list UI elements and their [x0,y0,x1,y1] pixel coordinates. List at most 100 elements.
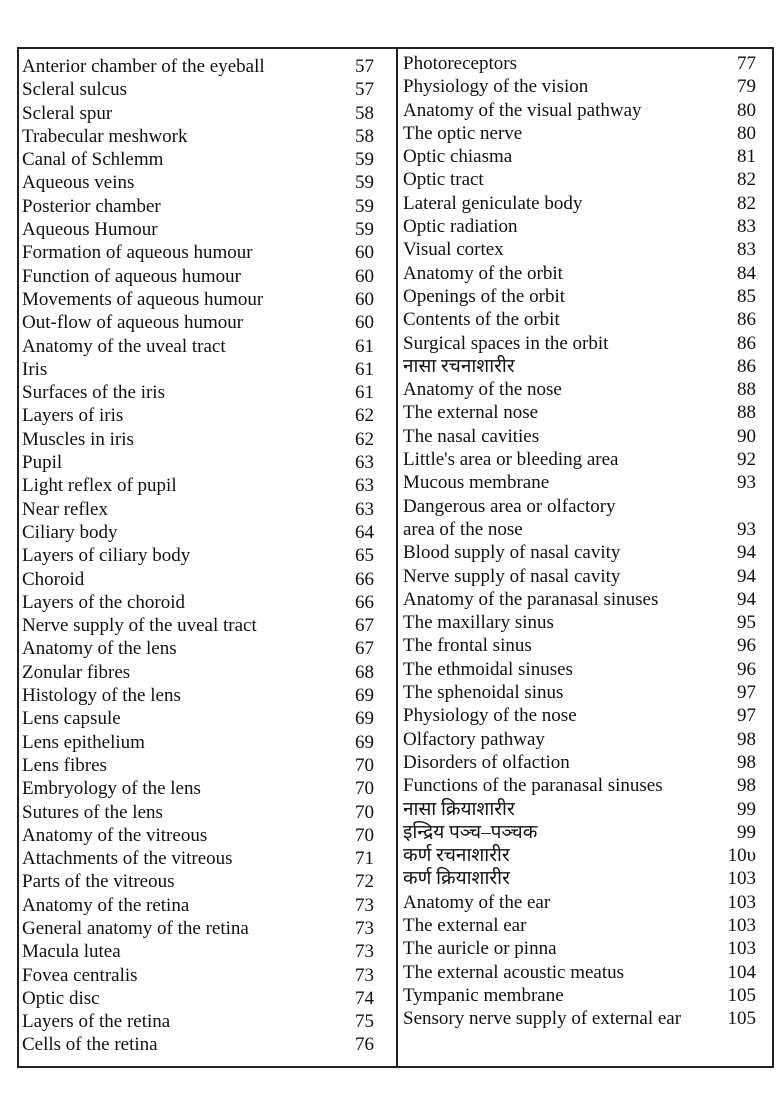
toc-entry-title: Disorders of olfaction [403,751,570,773]
toc-entry: Macula lutea 73 [22,940,374,963]
toc-entry: Cells of the retina 76 [22,1033,374,1056]
toc-entry-title: Layers of the choroid [22,591,186,613]
toc-entry-title: Anatomy of the nose [403,379,562,401]
toc-entry-page: 82 [737,192,756,214]
toc-entry-page: 98 [737,751,756,773]
toc-entry-title: Nerve supply of the uveal tract [22,615,257,637]
toc-entry: Posterior chamber 59 [22,195,374,218]
toc-entry-page: 94 [737,565,756,587]
toc-entry-page: 94 [737,542,756,564]
toc-entry: Sensory nerve supply of external ear 105 [403,1007,756,1030]
toc-entry-page: 105 [727,984,757,1006]
toc-entry: Blood supply of nasal cavity 94 [403,541,756,564]
toc-entry-page: 103 [727,891,757,913]
toc-entry-page: 62 [355,428,374,450]
toc-entry-page: 88 [737,379,756,401]
toc-entry-page: 98 [737,775,756,797]
toc-entry-title: Optic radiation [403,216,518,238]
toc-entry: Anatomy of the retina 73 [22,894,374,917]
toc-entry-page: 86 [737,355,756,377]
toc-entry-title: Visual cortex [403,239,504,261]
toc-entry: Contents of the orbit 86 [403,308,756,331]
toc-entry-page: 71 [355,848,374,870]
toc-entry-title: The nasal cavities [403,425,540,447]
toc-entry-page: 59 [355,149,374,171]
toc-entry-page: 105 [727,1008,757,1030]
toc-entry-page: 70 [355,824,374,846]
toc-entry: Anatomy of the orbit 84 [403,262,756,285]
toc-entry-title: Posterior chamber [22,195,161,217]
toc-entry-title: The ethmoidal sinuses [403,658,573,680]
toc-entry: Formation of aqueous humour 60 [22,241,374,264]
toc-entry: Layers of ciliary body 65 [22,544,374,567]
toc-entry-page: 70 [355,801,374,823]
toc-entry: Out-flow of aqueous humour 60 [22,311,374,334]
toc-entry: Surfaces of the iris 61 [22,381,374,404]
toc-entry: Nerve supply of the uveal tract 67 [22,614,374,637]
toc-entry-title: Pupil [22,452,63,474]
toc-entry-title: Nerve supply of nasal cavity [403,565,621,587]
toc-entry: area of the nose 93 [403,518,756,541]
toc-entry-page: 61 [355,358,374,380]
toc-entry-page: 97 [737,682,756,704]
toc-entry-page: 73 [355,894,374,916]
toc-entry-title: Physiology of the vision [403,76,589,98]
toc-entry-page: 80 [737,122,756,144]
toc-entry-page: 83 [737,239,756,261]
toc-entry: Anatomy of the lens 67 [22,637,374,660]
toc-entry-page: 98 [737,728,756,750]
toc-entry-page: 69 [355,731,374,753]
toc-entry-title: Lens fibres [22,754,107,776]
toc-entry: Olfactory pathway 98 [403,728,756,751]
toc-entry: Surgical spaces in the orbit 86 [403,332,756,355]
contents-column-right: Photoreceptors 77 Physiology of the vision… [403,52,756,1030]
toc-entry-page: 65 [355,545,374,567]
toc-entry-title: The external nose [403,402,539,424]
toc-entry-title: Aqueous Humour [22,219,158,241]
toc-entry-title: Canal of Schlemm [22,149,164,171]
toc-entry-title: Lens capsule [22,708,121,730]
toc-entry-page: 77 [737,53,756,74]
toc-entry-title: Functions of the paranasal sinuses [403,775,663,797]
toc-entry-page: 62 [355,405,374,427]
toc-entry-title: Out-flow of aqueous humour [22,312,244,334]
toc-entry-page: 95 [737,612,756,634]
toc-entry: Movements of aqueous humour 60 [22,288,374,311]
toc-entry-title: The maxillary sinus [403,612,554,634]
toc-entry-page: 96 [737,658,756,680]
toc-entry-title: Anatomy of the uveal tract [22,335,226,357]
toc-entry: Scleral sulcus 57 [22,78,374,101]
toc-entry-page: 66 [355,568,374,590]
toc-entry-page: 63 [355,452,374,474]
toc-entry-page: 79 [737,76,756,98]
toc-entry-title: Dangerous area or olfactory [403,495,616,517]
toc-entry-title: Anatomy of the orbit [403,262,563,284]
toc-entry: Anatomy of the nose 88 [403,378,756,401]
toc-entry: Visual cortex 83 [403,238,756,261]
column-divider [396,47,398,1068]
toc-entry: Physiology of the nose 97 [403,704,756,727]
toc-entry-title: Optic disc [22,987,100,1009]
toc-entry-page: 90 [737,425,756,447]
toc-entry-page: 104 [727,961,757,983]
contents-column-left: Anterior chamber of the eyeball 57 Scleral… [22,55,374,1057]
toc-entry: Trabecular meshwork 58 [22,125,374,148]
toc-entry: Attachments of the vitreous 71 [22,847,374,870]
toc-entry-title: Surfaces of the iris [22,382,165,404]
toc-entry-title: The external ear [403,914,527,936]
toc-entry: The external acoustic meatus 104 [403,961,756,984]
toc-entry: Anatomy of the paranasal sinuses 94 [403,588,756,611]
toc-entry-page: 60 [355,312,374,334]
toc-entry: Pupil 63 [22,451,374,474]
toc-entry-title: Anatomy of the paranasal sinuses [403,588,659,610]
toc-entry-page: 60 [355,288,374,310]
toc-entry-page: 67 [355,638,374,660]
toc-entry-page: 103 [727,868,757,890]
toc-entry-page: 70 [355,754,374,776]
toc-entry-title: Trabecular meshwork [22,125,188,147]
toc-entry: Ciliary body 64 [22,521,374,544]
toc-entry: Scleral spur 58 [22,102,374,125]
toc-entry-page: 61 [355,335,374,357]
toc-entry: कर्ण रचनाशारीर 10υ [403,844,756,867]
toc-entry: Nerve supply of nasal cavity 94 [403,565,756,588]
